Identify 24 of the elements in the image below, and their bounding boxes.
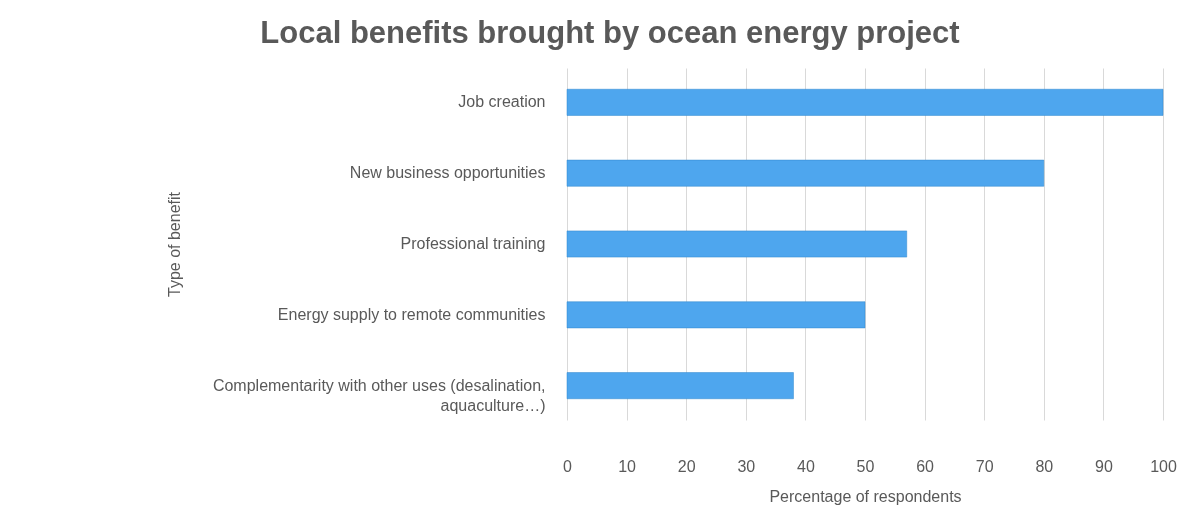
x-tick-label: 10 xyxy=(618,457,637,475)
x-tick-label: 70 xyxy=(975,457,994,475)
x-tick-label: 90 xyxy=(1095,457,1113,475)
x-tick-label: 0 xyxy=(563,457,573,475)
x-tick-label: 40 xyxy=(797,457,815,475)
y-tick-label: Professional training xyxy=(400,235,546,252)
x-axis-title: Percentage of respondents xyxy=(769,487,962,505)
bar xyxy=(566,159,1045,187)
chart-title: Local benefits brought by ocean energy project xyxy=(260,15,960,50)
y-axis-title: Type of benefit xyxy=(165,191,183,297)
x-tick-label: 100 xyxy=(1150,457,1177,475)
bar xyxy=(566,372,794,399)
y-tick-label: Complementarity with other uses (desalination, aquaculture…) xyxy=(212,376,546,414)
bar xyxy=(566,230,907,258)
y-tick-label: Job creation xyxy=(458,93,546,111)
x-tick-label: 20 xyxy=(677,457,696,475)
x-tick-label: 30 xyxy=(737,457,756,475)
bar xyxy=(566,301,866,329)
x-tick-label: 50 xyxy=(856,457,875,475)
y-tick-label: Energy supply to remote communities xyxy=(277,305,546,323)
y-tick-label: New business opportunities xyxy=(349,164,546,182)
x-tick-label: 60 xyxy=(916,457,935,475)
bar xyxy=(566,89,1164,116)
x-tick-label: 80 xyxy=(1035,457,1054,475)
